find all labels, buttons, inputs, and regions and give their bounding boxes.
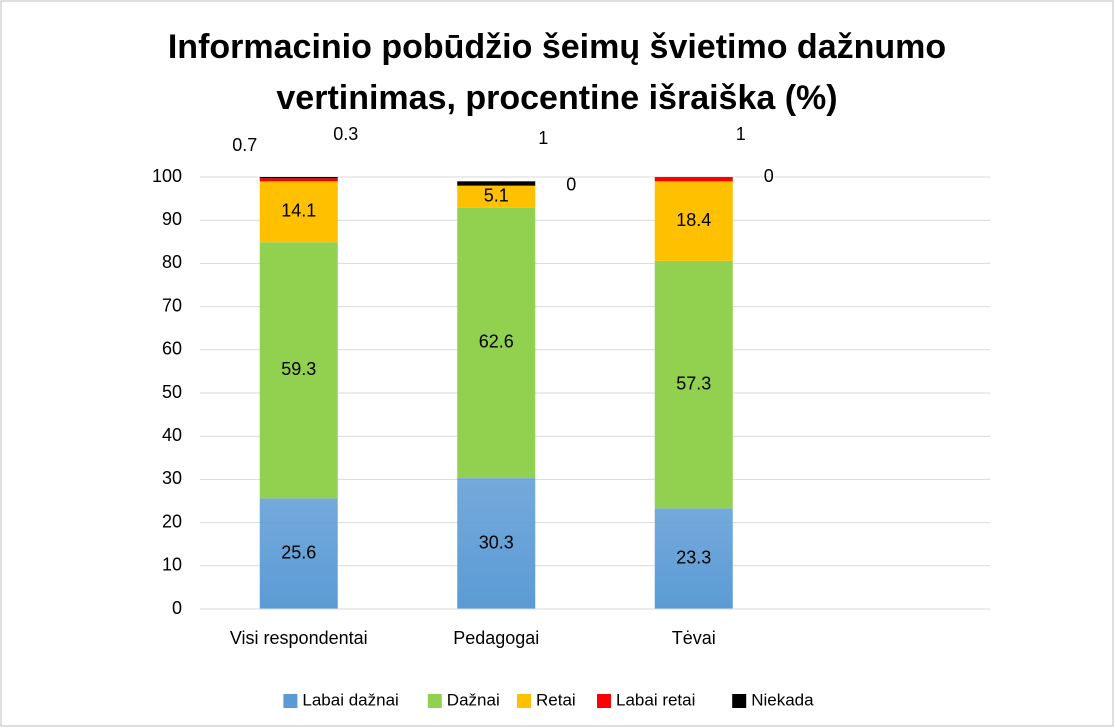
bar-segment [259,242,338,499]
bar-segment [457,181,536,186]
y-tick-label: 0 [172,598,182,618]
legend-swatch [283,694,298,708]
data-label: 0 [566,174,576,194]
data-label: 18.4 [676,210,711,230]
legend-swatch [732,694,747,708]
y-tick-label: 40 [162,425,182,445]
y-tick-label: 10 [162,555,182,575]
legend-label: Niekada [751,690,814,709]
y-tick-label: 100 [152,166,182,186]
data-label: 25.6 [281,542,316,562]
y-tick-label: 90 [162,209,182,229]
data-label: 30.3 [479,532,514,552]
data-label: 0 [764,166,774,186]
data-label: 62.6 [479,332,514,352]
data-label: 0.7 [232,135,257,155]
y-tick-label: 20 [162,511,182,531]
y-tick-label: 70 [162,295,182,315]
x-tick-label: Visi respondentai [230,628,368,648]
bar-segment [654,508,733,609]
legend-label: Dažnai [447,690,500,709]
bar-segment [457,185,536,208]
data-label: 0.3 [333,124,358,144]
legend-label: Retai [536,690,576,709]
data-label: 1 [736,124,746,144]
bar-segment [654,181,733,261]
data-label: 14.1 [281,201,316,221]
bar-segment [654,260,733,509]
data-label: 23.3 [676,547,711,567]
y-tick-label: 60 [162,339,182,359]
legend-swatch [427,694,442,708]
legend-swatch [597,694,611,708]
bar-segment [259,177,338,179]
y-tick-label: 80 [162,252,182,272]
chart-title: Informacinio pobūdžio šeimų švietimo daž… [167,28,947,117]
legend-swatch [517,694,531,708]
legend-label: Labai dažnai [302,690,398,709]
y-tick-label: 30 [162,468,182,488]
legend-label: Labai retai [616,690,695,709]
data-label: 1 [538,128,548,148]
bar-segment [259,178,338,182]
y-tick-label: 50 [162,382,182,402]
data-label: 57.3 [676,373,711,393]
data-label: 5.1 [484,185,509,205]
bar-segment [259,181,338,243]
bar-segment [457,478,536,609]
data-label: 59.3 [281,359,316,379]
bar-segment [457,207,536,479]
bar-segment [259,498,338,609]
x-tick-label: Tėvai [672,628,716,648]
bar-segment [654,177,733,182]
x-tick-label: Pedagogai [453,628,539,648]
